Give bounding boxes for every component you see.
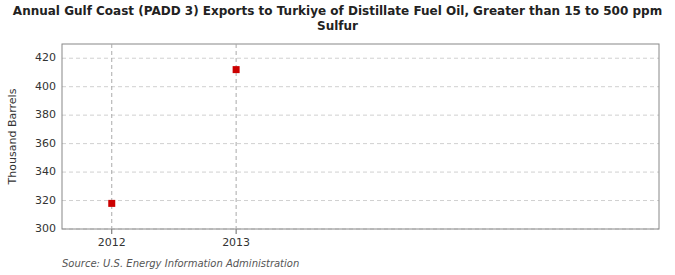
chart-container: 300 320 340 360 380 400 420 2012 2013 Thousand Ba… (0, 0, 675, 275)
title-line: Sulfur (317, 19, 358, 33)
y-grid-line (62, 58, 659, 59)
y-grid-line (62, 200, 659, 201)
y-tick-label: 320 (35, 194, 56, 207)
y-tick-label: 360 (35, 137, 56, 150)
chart: 300 320 340 360 380 400 420 2012 2013 Thousand Ba… (0, 0, 675, 275)
y-grid-line (62, 172, 659, 173)
title-line: Annual Gulf Coast (PADD 3) Exports to Tu… (13, 4, 662, 18)
y-grid-line (62, 86, 659, 87)
y-tick-label: 400 (35, 80, 56, 93)
x-tick-label: 2013 (222, 236, 250, 249)
x-tick-label: 2012 (98, 236, 126, 249)
y-grid (62, 58, 659, 229)
y-grid-line (62, 115, 659, 116)
y-tick-label: 340 (35, 165, 56, 178)
x-tick (111, 229, 112, 234)
y-grid-line (62, 143, 659, 144)
annotation: Source: U.S. Energy Information Administ… (62, 258, 299, 269)
y-tick-label: 420 (35, 51, 56, 64)
x-tick (236, 229, 237, 234)
title: Annual Gulf Coast (PADD 3) Exports to Tu… (13, 4, 662, 33)
point (233, 66, 240, 73)
data-layer (108, 44, 239, 229)
point (108, 200, 115, 207)
y-tick-label: 300 (35, 222, 56, 235)
y-tick-label: 380 (35, 108, 56, 121)
plot-frame (62, 44, 659, 229)
y-axis-label: Thousand Barrels (6, 88, 19, 185)
